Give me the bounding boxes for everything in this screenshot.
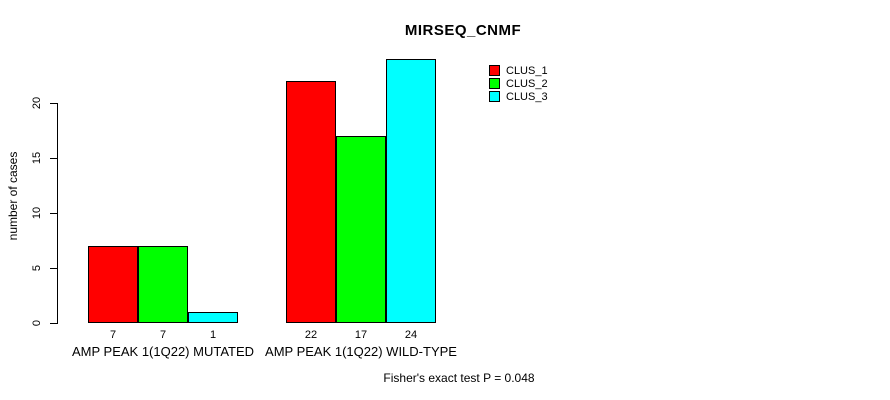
y-tick-label: 15 [31,151,43,165]
y-tick [50,268,57,269]
bar-value-label: 1 [209,329,217,341]
bar-clus_3-group2 [386,59,436,323]
legend-label: CLUS_1 [506,64,548,77]
chart-title: MIRSEQ_CNMF [404,22,522,39]
y-tick-label: 0 [31,319,43,327]
legend-swatch-icon [489,65,500,76]
y-axis-line [57,103,58,324]
legend-swatch-icon [489,78,500,89]
bar-value-label: 24 [404,329,418,341]
bar-clus_2-group2 [336,136,386,323]
footer-annotation: Fisher's exact test P = 0.048 [383,371,535,385]
y-tick-label: 10 [31,206,43,220]
y-tick-label: 20 [31,96,43,110]
legend-row-clus_3: CLUS_3 [489,90,548,103]
legend-row-clus_1: CLUS_1 [489,64,548,77]
y-tick [50,158,57,159]
legend-label: CLUS_2 [506,77,548,90]
legend-label: CLUS_3 [506,90,548,103]
category-label: AMP PEAK 1(1Q22) MUTATED [71,344,255,359]
bar-clus_1-group2 [286,81,336,323]
bar-clus_3-group1 [188,312,238,323]
bar-value-label: 7 [159,329,167,341]
category-label: AMP PEAK 1(1Q22) WILD-TYPE [265,344,457,359]
legend-row-clus_2: CLUS_2 [489,77,548,90]
y-tick-label: 5 [31,264,43,272]
bar-clus_2-group1 [138,246,188,323]
legend-swatch-icon [489,91,500,102]
bar-value-label: 17 [354,329,368,341]
bar-value-label: 22 [304,329,318,341]
y-tick [50,213,57,214]
y-axis-label: number of cases [6,151,20,241]
y-tick [50,323,57,324]
y-tick [50,103,57,104]
legend: CLUS_1 CLUS_2 CLUS_3 [489,64,548,103]
bar-value-label: 7 [109,329,117,341]
bar-clus_1-group1 [88,246,138,323]
